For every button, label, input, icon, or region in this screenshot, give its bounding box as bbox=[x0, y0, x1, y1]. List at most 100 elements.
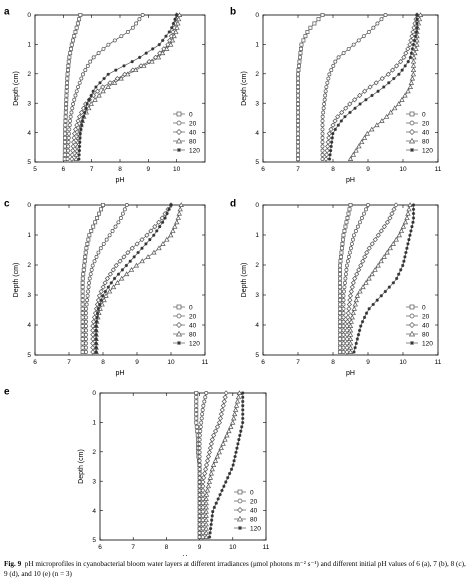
data-point bbox=[330, 140, 334, 144]
data-point bbox=[88, 101, 94, 106]
legend-item: 0 bbox=[173, 304, 193, 311]
series-20 bbox=[65, 13, 145, 162]
data-point bbox=[387, 245, 393, 251]
data-point bbox=[70, 106, 75, 111]
data-point bbox=[411, 203, 416, 207]
data-point bbox=[359, 216, 364, 220]
data-point bbox=[208, 531, 212, 535]
series-120 bbox=[352, 203, 416, 354]
data-point bbox=[387, 285, 391, 289]
legend-swatch-marker bbox=[409, 120, 415, 126]
data-point bbox=[159, 50, 166, 56]
data-point bbox=[296, 106, 300, 111]
data-point bbox=[407, 237, 411, 242]
y-tick-label: 4 bbox=[92, 508, 96, 515]
data-point bbox=[75, 118, 81, 124]
data-point bbox=[238, 433, 242, 437]
data-point bbox=[345, 216, 350, 220]
data-point bbox=[226, 476, 230, 480]
data-point bbox=[83, 68, 88, 73]
data-point bbox=[411, 43, 416, 47]
data-point bbox=[324, 147, 330, 154]
data-point bbox=[216, 420, 222, 426]
x-axis-label: pH bbox=[179, 555, 188, 556]
x-tick-label: 9 bbox=[366, 166, 370, 173]
data-point bbox=[84, 345, 88, 350]
data-point bbox=[204, 487, 211, 493]
data-point bbox=[336, 123, 340, 127]
data-point bbox=[64, 97, 69, 102]
data-point bbox=[323, 156, 329, 162]
legend-label: 120 bbox=[250, 525, 261, 532]
data-point bbox=[408, 37, 414, 44]
data-point bbox=[211, 432, 217, 438]
data-point bbox=[69, 46, 73, 51]
data-point bbox=[148, 237, 152, 242]
data-point bbox=[124, 263, 128, 268]
data-point bbox=[356, 333, 361, 337]
panel-label: c bbox=[4, 198, 10, 209]
data-point bbox=[218, 445, 224, 451]
data-point bbox=[354, 271, 360, 277]
data-point bbox=[101, 46, 106, 51]
data-point bbox=[66, 144, 71, 149]
data-point bbox=[338, 280, 342, 285]
plot-frame bbox=[34, 204, 206, 356]
data-point bbox=[329, 148, 333, 153]
data-point bbox=[128, 259, 132, 263]
data-point bbox=[197, 458, 202, 463]
data-point bbox=[395, 276, 399, 281]
data-point bbox=[339, 119, 343, 123]
data-point bbox=[197, 463, 202, 467]
data-point bbox=[90, 319, 97, 325]
data-point bbox=[224, 432, 230, 438]
data-point bbox=[63, 118, 68, 123]
data-point bbox=[372, 236, 378, 243]
data-point bbox=[323, 93, 328, 98]
data-point bbox=[85, 293, 90, 298]
chart-panel-b: b 6 7 8 9 10 11 0 1 2 3 4 5 pH Depth (cm) 0 20 40 80 120 bbox=[230, 6, 442, 184]
data-point bbox=[174, 24, 180, 30]
data-point bbox=[67, 123, 72, 128]
data-point bbox=[194, 395, 199, 400]
data-point bbox=[129, 245, 135, 251]
data-point bbox=[161, 38, 165, 43]
data-point bbox=[342, 280, 347, 285]
data-point bbox=[320, 148, 325, 153]
data-point bbox=[201, 475, 207, 481]
data-point bbox=[402, 92, 408, 98]
data-point bbox=[80, 306, 85, 311]
data-point bbox=[345, 310, 351, 316]
data-point bbox=[366, 29, 371, 34]
legend-swatch-marker bbox=[408, 330, 416, 337]
panel-label: a bbox=[4, 6, 10, 17]
legend-label: 80 bbox=[189, 138, 197, 145]
data-point bbox=[68, 114, 73, 119]
data-point bbox=[175, 215, 181, 220]
data-point bbox=[92, 96, 98, 102]
data-point bbox=[367, 84, 373, 90]
data-point bbox=[374, 122, 380, 128]
data-point bbox=[411, 220, 415, 224]
data-point bbox=[100, 284, 106, 290]
data-point bbox=[412, 50, 418, 56]
data-point bbox=[199, 420, 204, 425]
data-point bbox=[139, 236, 145, 243]
data-point bbox=[177, 206, 183, 212]
data-point bbox=[232, 407, 239, 412]
x-tick-label: 9 bbox=[135, 359, 139, 366]
data-point bbox=[385, 71, 391, 77]
data-point bbox=[236, 390, 243, 395]
data-point bbox=[355, 224, 360, 229]
data-point bbox=[109, 281, 113, 285]
data-point bbox=[89, 93, 93, 98]
data-point bbox=[346, 254, 351, 259]
data-point bbox=[399, 268, 403, 272]
data-point bbox=[344, 263, 349, 268]
data-point bbox=[218, 493, 222, 497]
legend-swatch-marker bbox=[237, 489, 243, 495]
x-axis-label: pH bbox=[116, 177, 125, 184]
data-point bbox=[338, 293, 342, 298]
data-point bbox=[339, 109, 345, 116]
data-point bbox=[197, 437, 202, 442]
